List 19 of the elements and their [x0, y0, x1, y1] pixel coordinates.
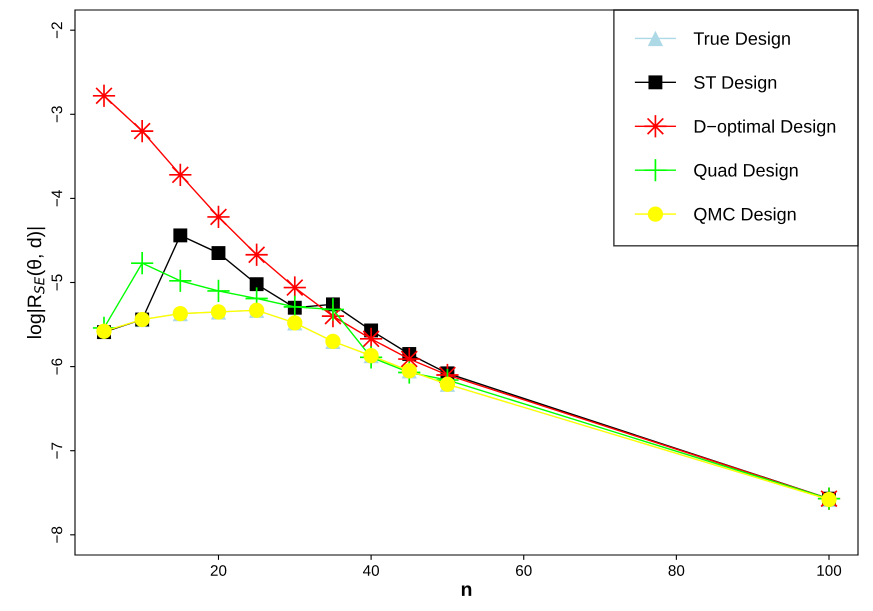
legend-label: Quad Design [694, 163, 798, 180]
y-tick-label: −7 [52, 442, 62, 459]
x-tick-label: 40 [362, 565, 380, 576]
x-tick-label: 20 [210, 565, 226, 576]
x-tick-label: 100 [817, 565, 842, 576]
legend-label: QMC Design [694, 207, 796, 224]
y-tick-label: −6 [51, 358, 62, 375]
y-tick-label: −4 [52, 190, 62, 206]
y-tick-label: −2 [51, 22, 62, 38]
x-axis-title: n [462, 585, 472, 596]
y-tick-label: −8 [51, 526, 62, 543]
y-tick-label: −5 [52, 274, 62, 290]
legend-label: ST Design [694, 76, 776, 92]
y-tick-label: −3 [51, 106, 62, 122]
legend-label: True Design [694, 32, 790, 48]
x-tick-label: 60 [516, 565, 532, 576]
legend-label: D−optimal Design [694, 119, 836, 136]
y-axis-title: log|R$_{SE}$(θ, d)| [27, 228, 46, 338]
x-tick-label: 80 [668, 565, 684, 576]
